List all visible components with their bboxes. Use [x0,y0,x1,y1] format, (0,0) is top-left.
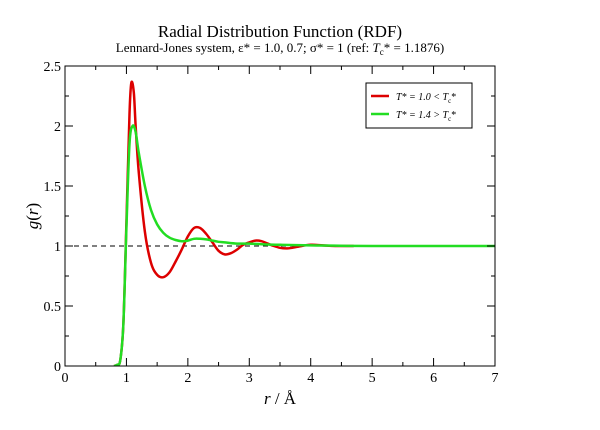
x-tick-label: 4 [307,371,314,386]
x-tick-label: 1 [123,371,130,386]
legend-label-series-1-sub: c [448,97,451,105]
series-line-1 [113,80,354,366]
legend-label-series-1-tail: * [451,92,456,103]
y-tick-label: 2.5 [44,60,62,75]
x-tick-label: 0 [62,371,69,386]
y-axis-variable: g [23,221,42,230]
y-axis-label: g(r) [23,203,42,229]
y-tick-label: 0 [54,360,61,375]
legend-label-series-1: T* = 1.0 < Tc* [396,92,456,105]
legend-box [365,82,473,129]
y-tick-label: 1.5 [44,180,62,195]
chart-title: Radial Distribution Function (RDF) [158,22,402,41]
chart-subtitle: Lennard-Jones system, ε* = 1.0, 0.7; σ* … [116,40,444,57]
x-axis-unit: / Å [271,389,297,408]
legend-label-series-2-tail: * [451,110,456,121]
subtitle-prefix: Lennard-Jones system, ε* = 1.0, 0.7; σ* … [116,40,373,55]
subtitle-tc-subscript: c [380,47,384,57]
x-tick-label: 2 [184,371,191,386]
x-axis-variable: r [264,389,271,408]
legend-label-series-1-main: T* = 1.0 < T [396,92,450,103]
y-tick-label: 1 [54,240,61,255]
series-line-2 [113,124,495,366]
x-tick-label: 6 [430,371,437,386]
legend-label-series-2: T* = 1.4 > Tc* [396,110,456,123]
subtitle-tc-symbol: T [373,40,381,55]
legend: T* = 1.0 < Tc* T* = 1.4 > Tc* [365,82,473,129]
y-tick-label: 0.5 [44,300,62,315]
y-axis-argument: r [23,208,42,215]
x-tick-label: 5 [369,371,376,386]
x-tick-label: 7 [492,371,499,386]
legend-label-series-2-main: T* = 1.4 > T [396,110,450,121]
subtitle-tc-rest: * = 1.1876) [384,40,444,55]
x-tick-label: 3 [246,371,253,386]
legend-label-series-2-sub: c [448,115,451,123]
y-tick-label: 2 [54,120,61,135]
x-axis-label: r / Å [264,389,297,408]
